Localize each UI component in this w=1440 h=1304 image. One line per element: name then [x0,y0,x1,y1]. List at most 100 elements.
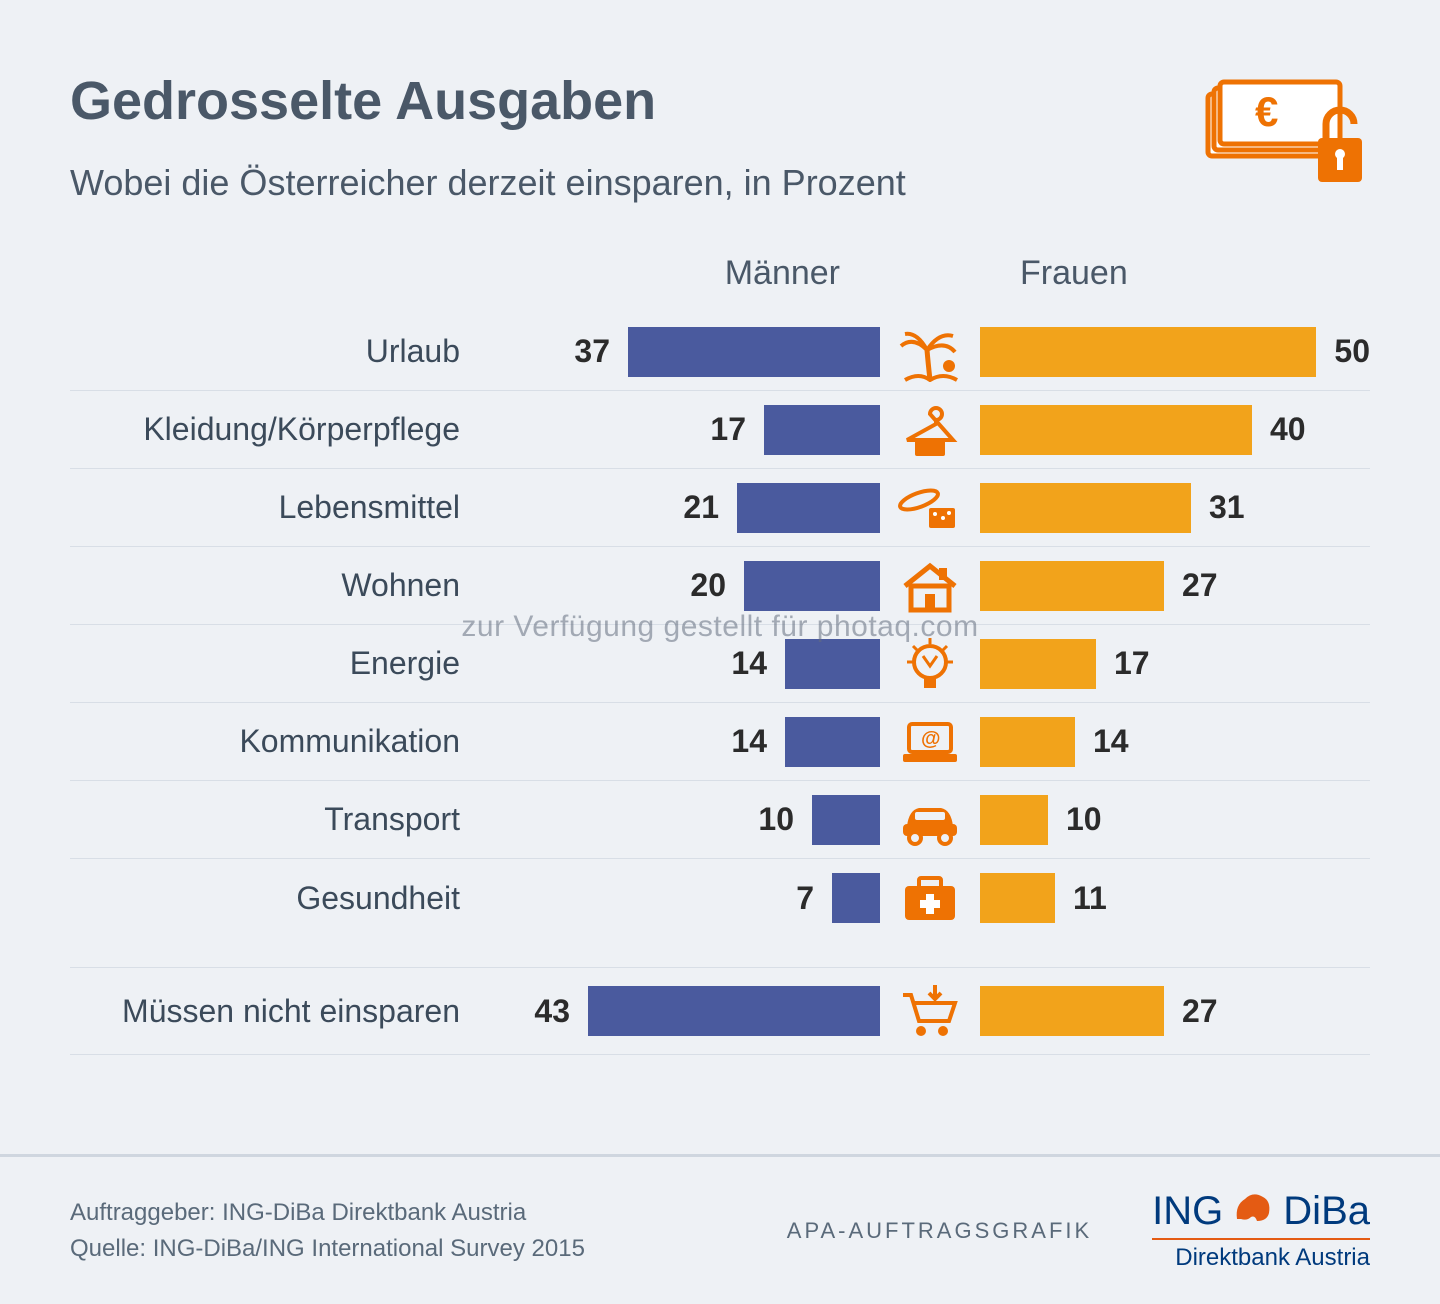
women-value: 17 [1114,645,1150,682]
women-value: 40 [1270,411,1306,448]
men-cell: 7 [490,873,880,923]
men-cell: 43 [490,986,880,1036]
women-bar [980,639,1096,689]
summary-container: Müssen nicht einsparen 43 27 [70,967,1370,1055]
women-value: 27 [1182,993,1218,1030]
men-bar [812,795,880,845]
infographic-canvas: Gedrosselte Ausgaben Wobei die Österreic… [0,0,1440,1304]
men-bar [764,405,880,455]
women-cell: 40 [980,405,1370,455]
men-bar [785,717,880,767]
women-bar [980,717,1075,767]
women-bar [980,327,1316,377]
men-value: 7 [796,880,814,917]
footer-source-line: Quelle: ING-DiBa/ING International Surve… [70,1231,787,1267]
ing-diba-logo: ING DiBa Direktbank Austria [1152,1189,1370,1272]
men-value: 14 [731,723,767,760]
footer-source: Auftraggeber: ING-DiBa Direktbank Austri… [70,1195,787,1267]
women-value: 10 [1066,801,1102,838]
men-value: 17 [710,411,746,448]
men-value: 43 [534,993,570,1030]
women-bar [980,483,1191,533]
bulb-icon [880,634,980,694]
category-label: Müssen nicht einsparen [70,993,490,1030]
women-bar [980,561,1164,611]
men-bar [832,873,880,923]
women-cell: 11 [980,873,1370,923]
logo-diba: DiBa [1283,1189,1370,1234]
women-bar [980,873,1055,923]
women-value: 50 [1334,333,1370,370]
men-cell: 10 [490,795,880,845]
category-label: Kleidung/Körperpflege [70,411,490,448]
category-label: Transport [70,801,490,838]
logo-subline: Direktbank Austria [1152,1238,1370,1272]
women-cell: 50 [980,327,1370,377]
men-value: 20 [690,567,726,604]
women-value: 31 [1209,489,1245,526]
men-cell: 20 [490,561,880,611]
data-row: Kleidung/Körperpflege 17 40 [70,391,1370,469]
men-value: 10 [758,801,794,838]
men-bar [737,483,880,533]
column-headers: Männer Frauen [70,254,1370,293]
medkit-icon [880,868,980,928]
men-cell: 14 [490,639,880,689]
palm-icon [880,322,980,382]
logo-ing: ING [1152,1189,1223,1234]
men-bar [628,327,880,377]
category-label: Lebensmittel [70,489,490,526]
food-icon [880,478,980,538]
svg-text:€: € [1255,88,1278,135]
men-cell: 37 [490,327,880,377]
women-value: 27 [1182,567,1218,604]
euro-lock-icon: € [1200,60,1370,195]
men-bar [588,986,880,1036]
women-bar [980,795,1048,845]
data-row: Urlaub 37 50 [70,313,1370,391]
data-row: Gesundheit 7 11 [70,859,1370,937]
women-cell: 27 [980,561,1370,611]
house-icon [880,556,980,616]
lion-icon [1233,1189,1273,1234]
women-cell: 14 [980,717,1370,767]
women-cell: 31 [980,483,1370,533]
cart-icon [880,981,980,1041]
footer: Auftraggeber: ING-DiBa Direktbank Austri… [0,1154,1440,1304]
men-bar [744,561,880,611]
data-row: Wohnen 20 27 [70,547,1370,625]
data-row: Energie 14 17 [70,625,1370,703]
men-cell: 21 [490,483,880,533]
women-cell: 10 [980,795,1370,845]
category-label: Urlaub [70,333,490,370]
laptop-icon [880,712,980,772]
women-bar [980,405,1252,455]
footer-client-line: Auftraggeber: ING-DiBa Direktbank Austri… [70,1195,787,1231]
category-label: Gesundheit [70,880,490,917]
data-row: Kommunikation 14 14 [70,703,1370,781]
category-label: Wohnen [70,567,490,604]
men-value: 37 [574,333,610,370]
women-cell: 17 [980,639,1370,689]
men-bar [785,639,880,689]
women-value: 11 [1073,880,1107,917]
women-bar [980,986,1164,1036]
rows-container: Urlaub 37 50 Kleidung/Körperpflege 17 40 Leben… [70,313,1370,937]
footer-agency: APA-AUFTRAGSGRAFIK [787,1218,1092,1244]
data-row: Müssen nicht einsparen 43 27 [70,967,1370,1055]
women-value: 14 [1093,723,1129,760]
car-icon [880,790,980,850]
data-row: Transport 10 10 [70,781,1370,859]
women-header: Frauen [980,254,1370,293]
men-header: Männer [490,254,880,293]
category-label: Kommunikation [70,723,490,760]
category-label: Energie [70,645,490,682]
men-value: 14 [731,645,767,682]
men-cell: 17 [490,405,880,455]
hanger-icon [880,400,980,460]
men-value: 21 [683,489,719,526]
data-row: Lebensmittel 21 31 [70,469,1370,547]
men-cell: 14 [490,717,880,767]
women-cell: 27 [980,986,1370,1036]
chart-subtitle: Wobei die Österreicher derzeit einsparen… [70,162,1370,204]
